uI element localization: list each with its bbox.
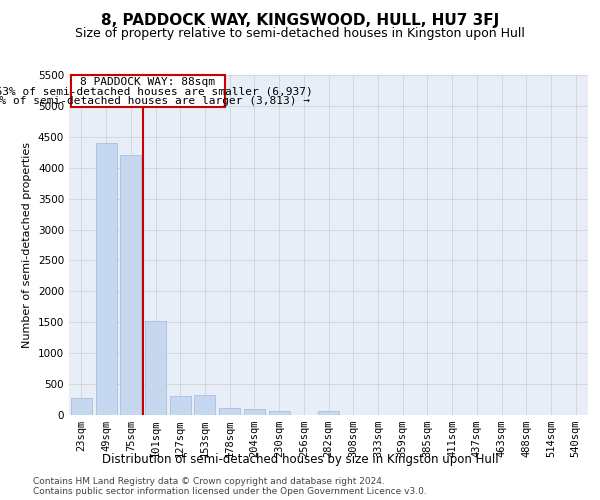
Text: Size of property relative to semi-detached houses in Kingston upon Hull: Size of property relative to semi-detach… [75,28,525,40]
Bar [269,412,290,415]
Text: Distribution of semi-detached houses by size in Kingston upon Hull: Distribution of semi-detached houses by … [101,452,499,466]
Bar [71,398,92,415]
Text: 8 PADDOCK WAY: 88sqm: 8 PADDOCK WAY: 88sqm [80,78,215,88]
Bar [244,409,265,415]
Text: ← 63% of semi-detached houses are smaller (6,937): ← 63% of semi-detached houses are smalle… [0,86,313,97]
Bar [170,396,191,415]
Text: 35% of semi-detached houses are larger (3,813) →: 35% of semi-detached houses are larger (… [0,96,310,106]
Bar [145,321,166,415]
Bar [120,156,141,415]
Bar [318,412,339,415]
Text: Contains HM Land Registry data © Crown copyright and database right 2024.: Contains HM Land Registry data © Crown c… [33,478,385,486]
Text: 8, PADDOCK WAY, KINGSWOOD, HULL, HU7 3FJ: 8, PADDOCK WAY, KINGSWOOD, HULL, HU7 3FJ [101,12,499,28]
Bar [194,395,215,415]
Text: Contains public sector information licensed under the Open Government Licence v3: Contains public sector information licen… [33,488,427,496]
FancyBboxPatch shape [71,75,224,107]
Y-axis label: Number of semi-detached properties: Number of semi-detached properties [22,142,32,348]
Bar [219,408,240,415]
Bar [95,143,116,415]
